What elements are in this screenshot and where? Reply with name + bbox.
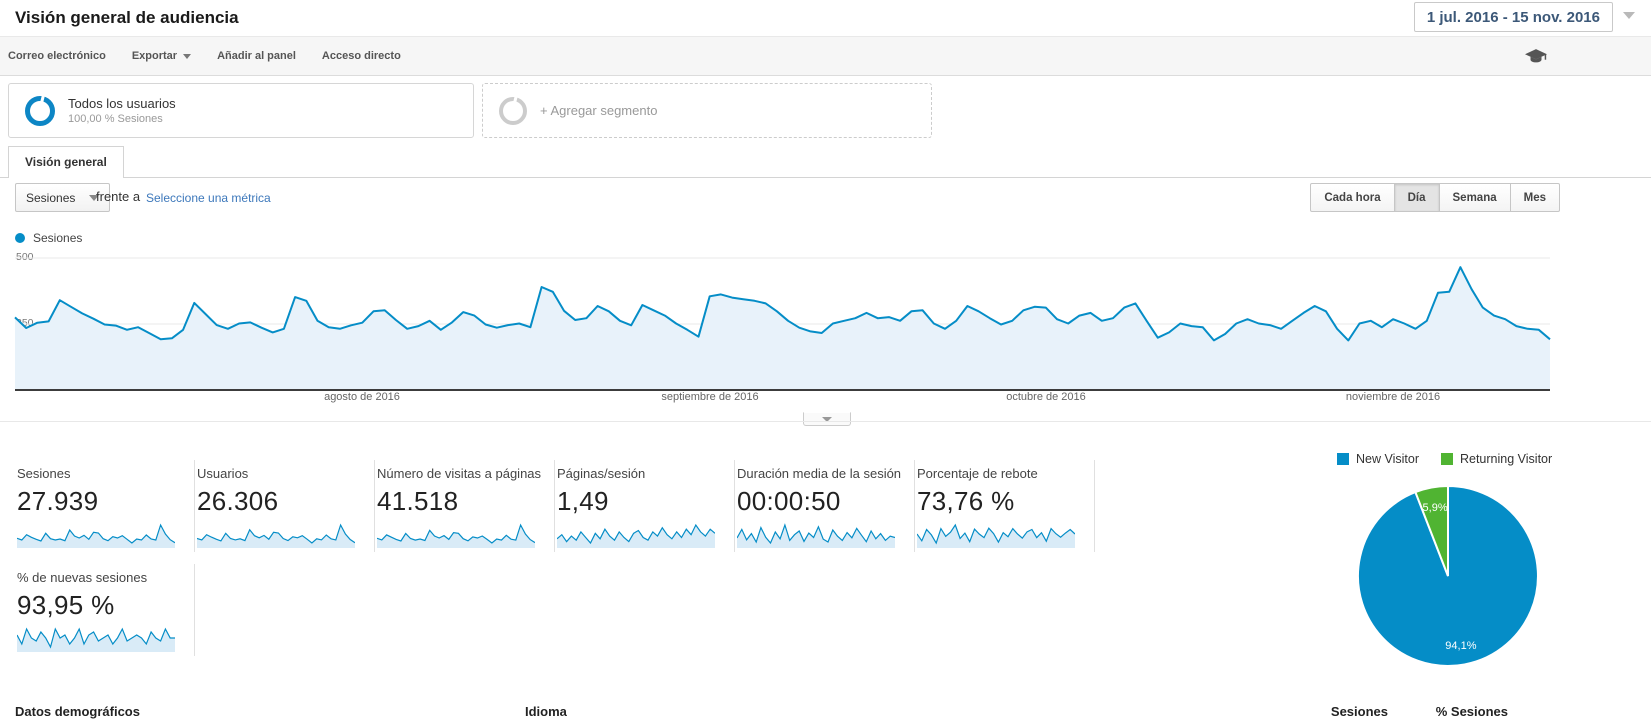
card-new-sessions-pct[interactable]: % de nuevas sesiones 93,95 % [15,564,195,656]
segment-all-users[interactable]: Todos los usuarios 100,00 % Sesiones [8,83,474,138]
segment-donut-icon [25,95,55,126]
x-label-november: noviembre de 2016 [1345,391,1441,403]
demographics-header: Datos demográficos [15,704,140,719]
add-segment-button[interactable]: + Agregar segmento [482,83,932,138]
chart-collapse-handle[interactable] [803,412,851,426]
segment-name: Todos los usuarios [68,96,176,111]
sessions-legend-label: Sesiones [33,231,83,245]
chart-legend: Sesiones [15,231,82,245]
card-pages-per-session[interactable]: Páginas/sesión 1,49 [555,460,735,552]
card-users[interactable]: Usuarios 26.306 [195,460,375,552]
sessions-area-fill [15,267,1550,390]
export-caret-icon [183,53,192,59]
tab-divider [0,177,1651,178]
tab-overview[interactable]: Visión general [8,146,124,178]
sessions-line [14,266,1551,342]
page-header: Visión general de audiencia 1 jul. 2016 … [0,0,1651,36]
users-sparkline [197,523,355,548]
sessions-area-chart[interactable] [0,250,1651,392]
metric-select-value: Sesiones [26,190,76,205]
language-header: Idioma [525,704,567,719]
pie-slice-1[interactable] [1414,484,1449,577]
education-cap-icon[interactable] [1525,49,1547,69]
card-pageviews[interactable]: Número de visitas a páginas 41.518 [375,460,555,552]
pie-slice-label-1: 5,9% [1423,502,1448,514]
card-bounce-rate[interactable]: Porcentaje de rebote 73,76 % [915,460,1095,552]
metric-cards-row-1: Sesiones 27.939 Usuarios 26.306 Número d… [15,460,1095,552]
card-sessions[interactable]: Sesiones 27.939 [15,460,195,552]
pages-per-session-sparkline [557,523,715,548]
pageviews-sparkline [377,523,535,548]
add-to-dashboard-button[interactable]: Añadir al panel [217,50,296,62]
granularity-month-button[interactable]: Mes [1510,183,1560,212]
collapse-caret-icon [822,417,832,422]
select-metric-link[interactable]: Seleccione una métrica [146,191,271,205]
sessions-column-header: Sesiones [1330,704,1388,719]
pie-legend: New Visitor Returning Visitor [1337,452,1552,466]
y-axis-tick-500: 500 [16,251,34,263]
pie-legend-returning-visitor[interactable]: Returning Visitor [1440,452,1552,466]
segment-detail: 100,00 % Sesiones [68,113,163,125]
segment-empty-donut-icon [499,96,527,125]
export-button[interactable]: Exportar [132,50,192,62]
page-title: Visión general de audiencia [15,8,239,27]
x-label-september: septiembre de 2016 [661,391,759,403]
date-range-caret-icon[interactable] [1623,12,1635,19]
returning-visitor-swatch-icon [1440,453,1453,465]
metric-select-caret-icon [89,194,100,201]
card-avg-session-duration[interactable]: Duración media de la sesión 00:00:50 [735,460,915,552]
date-range-selector[interactable]: 1 jul. 2016 - 15 nov. 2016 [1413,2,1613,32]
date-range-text: 1 jul. 2016 - 15 nov. 2016 [1426,8,1600,26]
sessions-legend-dot-icon [15,233,25,243]
email-button[interactable]: Correo electrónico [8,50,106,62]
granularity-hourly-button[interactable]: Cada hora [1310,183,1395,212]
granularity-button-group: Cada hora Día Semana Mes [1310,183,1560,212]
pie-slice-label-0: 94,1% [1445,640,1476,652]
shortcut-button[interactable]: Acceso directo [321,50,401,62]
section-divider [0,421,1651,422]
versus-label: frente a [96,189,141,204]
bounce-rate-sparkline [917,523,1075,548]
visitor-type-pie-chart[interactable]: 94,1% 5,9% [1353,481,1543,671]
x-label-october: octubre de 2016 [1006,391,1086,403]
granularity-day-button[interactable]: Día [1394,183,1440,212]
action-toolbar: Correo electrónico Exportar Añadir al pa… [0,36,1651,76]
new-sessions-sparkline [17,627,175,652]
pie-legend-new-visitor[interactable]: New Visitor [1337,452,1419,466]
avg-session-duration-sparkline [737,523,895,548]
granularity-week-button[interactable]: Semana [1439,183,1511,212]
new-visitor-swatch-icon [1337,453,1349,465]
pct-sessions-column-header: % Sesiones [1435,704,1508,719]
sessions-sparkline [17,523,175,548]
x-label-august: agosto de 2016 [324,391,400,403]
metric-select-dropdown[interactable]: Sesiones [15,183,111,212]
metric-cards-row-2: % de nuevas sesiones 93,95 % [15,564,195,656]
add-segment-label: + Agregar segmento [540,103,658,118]
